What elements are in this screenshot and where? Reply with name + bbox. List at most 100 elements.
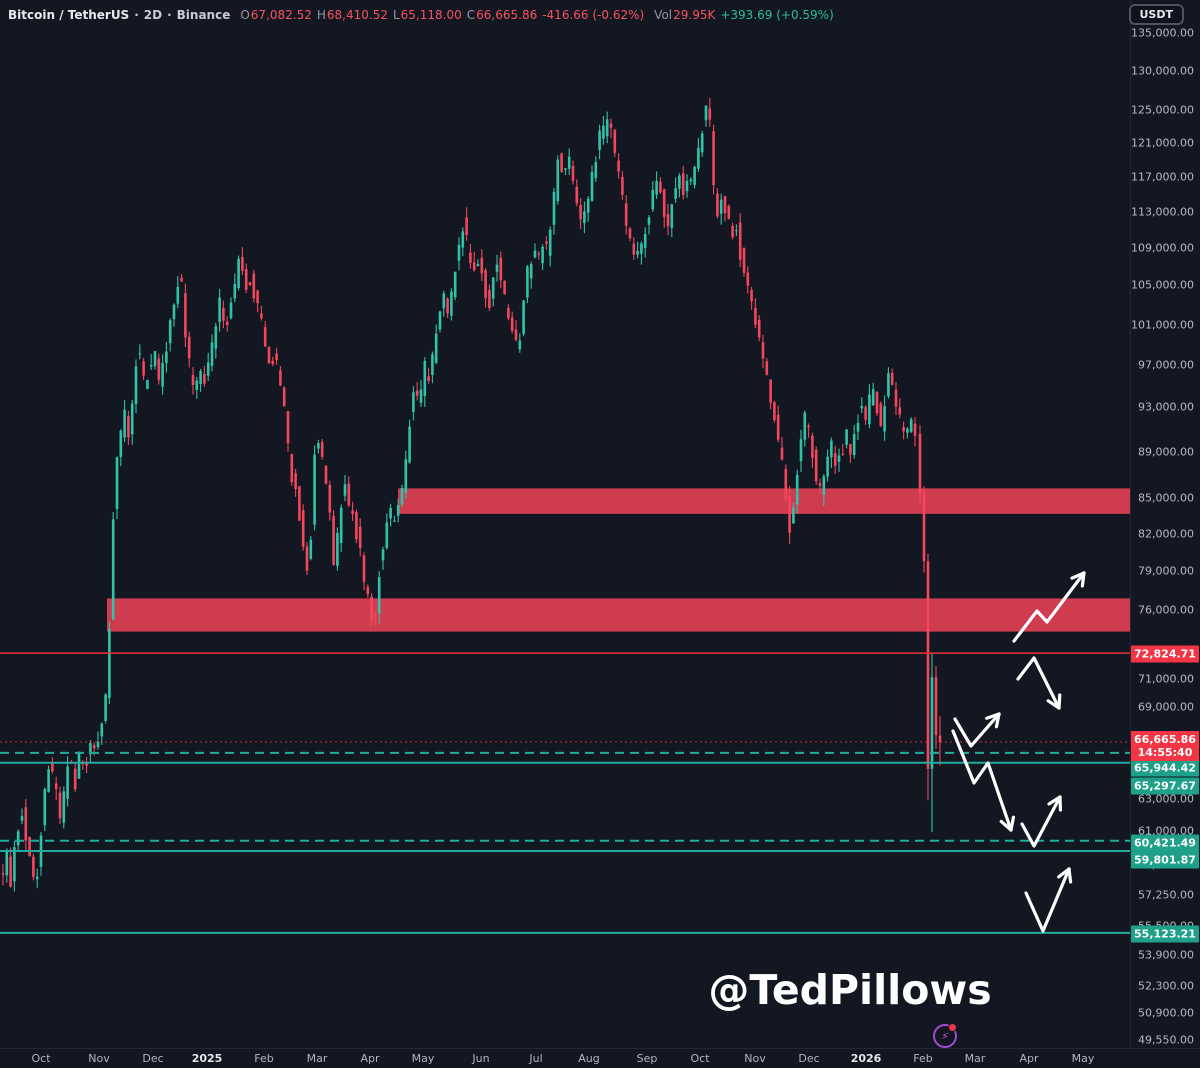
- candle-body: [400, 487, 404, 505]
- price-axis[interactable]: 135,000.00 130,000.00 125,000.00 121,000.00…: [1131, 0, 1200, 1048]
- drawn-arrow[interactable]: [951, 729, 1013, 832]
- candle-body: [890, 372, 894, 385]
- candle-body: [841, 453, 845, 455]
- drawn-arrow[interactable]: [1012, 571, 1086, 643]
- candle-body: [605, 119, 609, 137]
- candle-body: [583, 211, 586, 224]
- candle-body: [887, 373, 890, 397]
- candle-body: [111, 519, 115, 620]
- candle-body: [750, 290, 753, 302]
- candle-body: [697, 147, 700, 169]
- candle-body: [301, 510, 305, 547]
- candle-body: [62, 791, 66, 823]
- candle-body: [860, 405, 864, 409]
- high-key: H: [316, 8, 326, 22]
- candle-body: [172, 304, 176, 320]
- drawn-arrow[interactable]: [1016, 656, 1061, 710]
- candle-body: [902, 427, 905, 432]
- time-tick-year: 2025: [191, 1052, 223, 1065]
- candle-body: [385, 522, 389, 549]
- candle-body: [290, 454, 294, 483]
- projection-arrows[interactable]: [951, 571, 1086, 933]
- candle-body: [602, 125, 605, 139]
- candle-body: [275, 353, 278, 361]
- timeframe[interactable]: 2D: [143, 8, 163, 22]
- candle-body: [837, 455, 841, 462]
- price-tick: 85,000.00: [1138, 491, 1194, 505]
- candle-body: [286, 411, 290, 444]
- candle-body: [469, 252, 472, 263]
- candle-body: [438, 311, 442, 330]
- watermark-handle: @TedPillows: [708, 966, 992, 1014]
- candle-body: [590, 172, 594, 202]
- candle-body: [738, 222, 742, 260]
- candle-body: [757, 319, 761, 338]
- candle-body: [567, 156, 571, 169]
- candle-body: [938, 735, 942, 742]
- time-axis[interactable]: Oct Nov Dec 2025 Feb Mar Apr May Jun Jul Aug Sep Oct…: [0, 1049, 1200, 1068]
- candle-body: [404, 459, 408, 493]
- candle-body: [153, 350, 157, 366]
- candle-body: [655, 180, 658, 195]
- time-tick-month: Jun: [472, 1052, 490, 1065]
- price-tick: 105,000.00: [1131, 278, 1194, 292]
- candle-body: [237, 258, 240, 289]
- time-tick-month: May: [411, 1052, 435, 1065]
- symbol-name[interactable]: Bitcoin / TetherUS: [8, 8, 130, 22]
- supply-zone[interactable]: [107, 598, 1130, 632]
- candle-body: [776, 414, 780, 440]
- candle-body: [609, 123, 613, 128]
- candle-body: [803, 412, 807, 440]
- candle-body: [491, 277, 495, 299]
- currency-toggle-button[interactable]: USDT: [1128, 4, 1184, 25]
- price-tick: 121,000.00: [1131, 136, 1194, 150]
- candle-body: [704, 105, 708, 121]
- time-axis-separator: [0, 1048, 1200, 1049]
- boost-button[interactable]: ⚡: [933, 1023, 957, 1048]
- candle-body: [195, 380, 199, 391]
- candle-body: [906, 428, 909, 433]
- price-tick: 89,000.00: [1138, 445, 1194, 459]
- candle-body: [830, 440, 833, 458]
- candle-body: [9, 856, 12, 887]
- drawn-arrow[interactable]: [953, 712, 1001, 748]
- candle-body: [415, 390, 419, 396]
- candle-body: [13, 847, 16, 882]
- price-axis-separator: [1130, 0, 1131, 1048]
- candle-body: [792, 507, 795, 524]
- candle-body: [647, 217, 651, 225]
- candle-body: [507, 307, 510, 319]
- candle-body: [518, 340, 522, 350]
- supply-zone[interactable]: [398, 488, 1130, 514]
- candle-body: [564, 168, 567, 170]
- candle-body: [465, 217, 468, 236]
- current-price-label: 66,665.86 14:55:40: [1131, 731, 1199, 761]
- candle-body: [412, 392, 415, 412]
- candle-body: [396, 505, 400, 516]
- price-line-label: 65,944.42: [1131, 759, 1199, 777]
- candle-body: [35, 876, 39, 880]
- drawn-arrow[interactable]: [1020, 795, 1062, 848]
- price-tick: 76,000.00: [1138, 603, 1194, 617]
- horizontal-price-lines[interactable]: [0, 652, 1130, 934]
- candle-body: [598, 130, 601, 150]
- candle-body: [127, 416, 130, 438]
- candle-body: [529, 264, 533, 279]
- drawn-arrow[interactable]: [1024, 867, 1071, 933]
- price-line-label: 59,801.87: [1131, 851, 1199, 869]
- candle-body: [586, 198, 590, 213]
- arrow-head: [1067, 867, 1073, 884]
- bar-countdown: 14:55:40: [1137, 746, 1193, 759]
- candle-body: [651, 189, 655, 210]
- candle-body: [366, 587, 370, 595]
- candle-body: [267, 347, 271, 364]
- price-line-label: 55,123.21: [1131, 925, 1199, 943]
- symbol-info-bar[interactable]: Bitcoin / TetherUS · 2D · Binance O 67,0…: [8, 6, 839, 24]
- candle-body: [788, 495, 791, 533]
- price-tick: 63,000.00: [1138, 792, 1194, 806]
- supply-zones[interactable]: [107, 488, 1130, 632]
- candle-body: [362, 555, 366, 582]
- candle-body: [571, 165, 575, 181]
- lightning-icon: ⚡: [939, 1028, 951, 1044]
